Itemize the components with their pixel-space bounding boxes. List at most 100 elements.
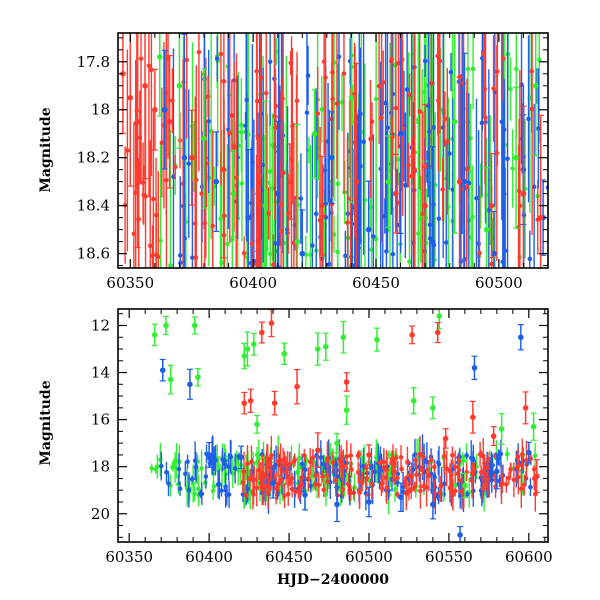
data-point [464,453,469,458]
data-point [319,107,325,112]
data-point [348,94,355,101]
data-point [268,320,275,326]
data-point [249,459,254,465]
data-point [396,60,401,66]
data-point [159,367,166,373]
data-point [254,69,259,74]
data-point [142,82,148,89]
data-point [138,56,144,61]
data-point [151,332,158,338]
data-point [448,69,454,75]
data-point [456,458,462,464]
y-tick-label: 18 [91,101,110,119]
data-point [437,58,443,64]
data-point [258,75,264,80]
data-point [338,458,344,464]
data-point [163,322,169,329]
data-point [267,59,273,65]
data-point [266,211,271,216]
data-point [398,454,404,460]
data-point [483,226,490,233]
data-point [470,66,476,72]
data-point [226,464,231,470]
data-point [521,482,527,488]
data-point [470,457,476,462]
data-point [526,116,531,122]
data-point [211,483,217,489]
data-point [372,469,378,474]
data-point [226,492,232,497]
data-point [386,452,392,457]
data-point [316,482,322,488]
data-point [181,154,188,161]
data-point [382,213,388,219]
data-point [342,190,348,195]
data-point [482,460,487,466]
data-point [205,94,211,99]
data-point [494,468,500,475]
data-point [377,460,383,465]
data-point [149,67,154,73]
data-point [410,153,415,159]
data-point [193,464,199,470]
data-point [323,75,328,80]
x-tick-label: 60500 [475,274,523,292]
data-point [461,178,468,185]
x-tick-label: 60400 [185,548,233,566]
data-point [210,223,216,229]
data-point [393,105,399,111]
data-point [357,237,362,243]
data-point [281,350,288,357]
data-point [335,249,340,255]
data-point [470,414,476,421]
data-point [158,463,164,469]
data-point [252,477,257,482]
x-tick-label: 60450 [265,548,313,566]
data-point [511,477,517,483]
data-point [520,190,527,197]
data-point [516,463,522,468]
data-point [452,464,458,470]
bottom-light-curve-panel: 60350 60400 60450 60500 60550 60600 12 14 16 18 20… [38,308,553,588]
data-point [146,63,152,69]
data-point [201,135,207,142]
data-point [234,175,239,181]
data-point [491,86,496,91]
data-point [215,482,221,487]
y-tick-label: 17.8 [77,53,110,71]
data-point [466,180,472,186]
bottom-x-axis-label: HJD−2400000 [277,572,389,588]
data-point [323,492,329,497]
data-point [390,460,396,466]
data-point [294,238,301,245]
data-point [361,139,366,145]
data-point [489,261,495,267]
data-point [383,100,388,106]
data-point [176,466,182,472]
data-point [256,456,262,461]
data-point [282,493,287,499]
data-point [345,220,350,225]
data-point [536,57,542,62]
bottom-plot-area: 60350 60400 60450 60500 60550 60600 12 14 16 18 20 [91,308,553,566]
data-point [379,115,384,121]
data-point [506,475,512,481]
data-point [429,457,434,463]
data-point [499,482,504,487]
data-point [289,486,295,492]
data-point [456,178,463,185]
data-region [119,33,548,268]
data-point [340,463,346,469]
data-point [275,459,281,464]
data-point [294,383,300,390]
data-point [270,185,275,191]
data-point [376,83,382,89]
data-point [489,466,494,472]
data-point [254,485,260,491]
data-point [462,482,468,489]
data-point [429,238,436,245]
data-point [153,466,159,472]
data-point [152,106,158,113]
data-point [166,481,171,486]
data-point [498,426,505,432]
